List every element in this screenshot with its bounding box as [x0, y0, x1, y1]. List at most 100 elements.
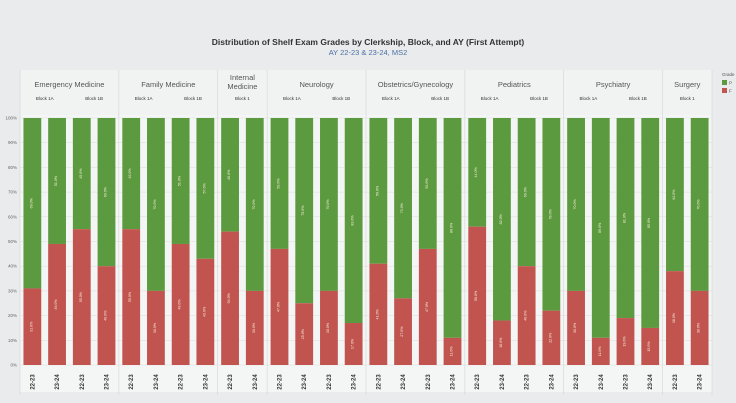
block-header: Block 1A [382, 96, 400, 101]
block-header: Block 1 [235, 96, 250, 101]
x-category-label: 23-24 [451, 374, 457, 390]
data-label: 27.0% [400, 326, 404, 337]
bar-green-segment [616, 118, 635, 319]
data-label: 70.0% [326, 199, 330, 210]
data-label: 31.0% [29, 321, 33, 332]
clerkship-header: Medicine [227, 82, 257, 91]
clerkship-header: Obstetrics/Gynecology [378, 80, 454, 89]
legend-entry: P [729, 81, 732, 86]
data-label: 15.0% [647, 341, 651, 352]
data-label: 55.0% [128, 291, 132, 302]
x-category-label: 23-24 [154, 374, 160, 390]
bar-red-segment [641, 327, 660, 365]
block-header: Block 1A [36, 96, 54, 101]
data-label: 83.0% [351, 215, 355, 226]
bar-green-segment [468, 118, 487, 227]
y-tick-label: 50% [8, 239, 17, 244]
x-category-label: 22-23 [624, 374, 630, 390]
x-category-label: 23-24 [648, 374, 654, 390]
bar-red-segment [122, 229, 141, 365]
block-header: Block 1B [629, 96, 647, 101]
x-category-label: 22-23 [574, 374, 580, 390]
bar-green-segment [171, 118, 190, 244]
data-label: 70.0% [573, 199, 577, 210]
bar-red-segment [320, 290, 338, 365]
clerkship-header: Surgery [674, 80, 701, 89]
legend-title: Grade [722, 72, 735, 77]
data-label: 30.0% [697, 322, 701, 333]
x-category-label: 23-24 [401, 374, 407, 390]
block-header: Block 1A [283, 96, 301, 101]
x-category-label: 23-24 [698, 374, 704, 390]
data-label: 25.0% [301, 328, 305, 339]
block-header: Block 1B [332, 96, 350, 101]
bar-red-segment [97, 266, 116, 365]
data-label: 75.0% [301, 205, 305, 216]
data-label: 57.0% [202, 183, 206, 194]
bar-green-segment [245, 118, 264, 291]
y-tick-label: 70% [8, 190, 17, 195]
block-header: Block 1B [530, 96, 548, 101]
y-tick-label: 40% [8, 264, 17, 269]
data-label: 18.0% [499, 337, 503, 348]
bar-red-segment [270, 248, 289, 365]
x-category-label: 22-23 [673, 374, 679, 390]
x-category-label: 23-24 [203, 374, 209, 390]
bar-red-segment [369, 263, 388, 365]
clerkship-header: Emergency Medicine [34, 80, 104, 89]
data-label: 44.0% [474, 166, 478, 177]
y-tick-label: 60% [8, 214, 17, 219]
bar-red-segment [591, 337, 610, 365]
bar-green-segment [23, 118, 42, 289]
x-category-label: 22-23 [426, 374, 432, 390]
data-label: 54.0% [227, 292, 231, 303]
y-tick-label: 30% [8, 288, 17, 293]
x-category-label: 22-23 [327, 374, 333, 390]
block-header: Block 1 [680, 96, 695, 101]
block-header: Block 1A [135, 96, 153, 101]
bar-red-segment [23, 288, 42, 365]
bar-red-segment [616, 318, 635, 365]
x-category-label: 22-23 [228, 374, 234, 390]
data-label: 45.0% [79, 168, 83, 179]
x-category-label: 22-23 [30, 374, 36, 390]
clerkship-header: Family Medicine [141, 80, 195, 89]
x-category-label: 23-24 [55, 374, 61, 390]
data-label: 89.0% [598, 222, 602, 233]
bar-red-segment [468, 226, 487, 365]
bar-red-segment [344, 323, 363, 365]
data-label: 85.0% [647, 217, 651, 228]
data-label: 55.0% [79, 291, 83, 302]
bar-red-segment [567, 290, 585, 365]
x-category-label: 22-23 [80, 374, 86, 390]
bar-green-segment [517, 118, 536, 267]
block-header: Block 1B [85, 96, 103, 101]
bar-green-segment [666, 118, 684, 272]
x-category-label: 23-24 [302, 374, 308, 390]
data-label: 47.0% [277, 301, 281, 312]
chart-title: Distribution of Shelf Exam Grades by Cle… [211, 37, 525, 47]
bar-red-segment [394, 298, 412, 365]
data-label: 69.0% [29, 197, 33, 208]
legend-swatch-red [722, 88, 727, 93]
x-category-label: 23-24 [549, 374, 555, 390]
data-label: 82.0% [499, 213, 503, 224]
data-label: 30.0% [573, 322, 577, 333]
chart-subtitle: AY 22-23 & 23-24, MS2 [328, 48, 408, 57]
data-label: 40.0% [524, 310, 528, 321]
x-category-label: 23-24 [599, 374, 605, 390]
x-category-label: 23-24 [253, 374, 259, 390]
y-tick-label: 90% [8, 140, 17, 145]
bar-green-segment [394, 118, 412, 299]
bar-red-segment [221, 231, 239, 365]
y-tick-label: 10% [8, 338, 17, 343]
data-label: 49.0% [178, 299, 182, 310]
bar-green-segment [97, 118, 116, 267]
bar-red-segment [493, 320, 511, 365]
data-label: 17.0% [351, 338, 355, 349]
bar-red-segment [542, 310, 561, 365]
legend-swatch-green [722, 80, 727, 85]
data-label: 11.0% [450, 346, 454, 357]
data-label: 51.0% [178, 175, 182, 186]
